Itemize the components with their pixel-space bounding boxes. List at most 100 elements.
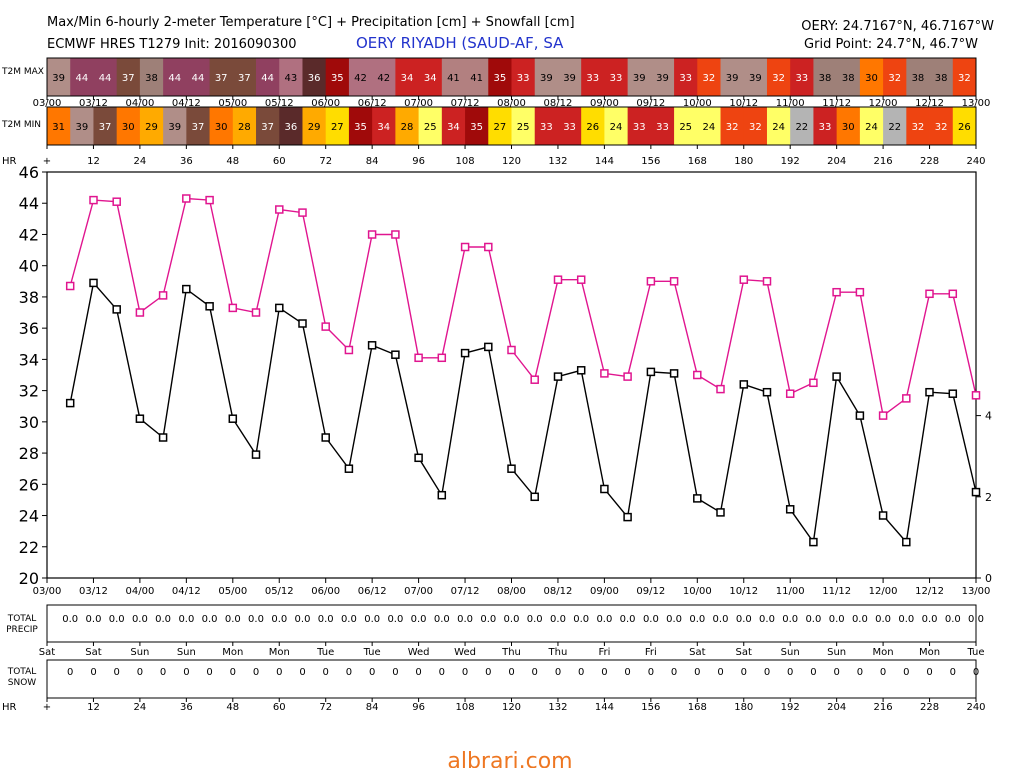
strip-cell [813, 107, 838, 145]
x-tick-label: 08/12 [544, 586, 573, 597]
min-temperature-series-point [182, 284, 191, 294]
strip-cell [859, 58, 884, 96]
snow-value: 0 [810, 667, 816, 678]
strip-tick-label: 11/00 [776, 98, 805, 109]
strip-cell-value: 34 [447, 122, 460, 133]
strip-tick-label: 12 [87, 156, 100, 167]
precip-value: 0.0 [480, 614, 496, 625]
strip-cell-value: 37 [215, 73, 228, 84]
snow-value: 0 [648, 667, 654, 678]
hour-tick-label: 180 [734, 702, 753, 713]
min-temperature-series-point [251, 450, 261, 459]
strip-tick-label: 72 [319, 156, 332, 167]
y-tick-label: 28 [19, 444, 39, 463]
strip-cell [139, 58, 164, 96]
strip-cell [790, 107, 814, 145]
x-tick-label: 10/12 [729, 586, 758, 597]
strip-cell [720, 107, 745, 145]
max-temperature-series-point [298, 208, 307, 217]
precip-value: 0.0 [550, 614, 566, 625]
strip-tick-label: 04/00 [125, 98, 154, 109]
precip-value: 0.0 [643, 614, 659, 625]
strip-tick-label: 96 [412, 156, 425, 167]
snow-value: 0 [764, 667, 770, 678]
x-tick-label: 06/00 [311, 586, 340, 597]
min-temperature-series-point [321, 433, 330, 442]
strip-cell-value: 27 [331, 122, 344, 133]
snow-value: 0 [160, 667, 166, 678]
strip-cell-value: 25 [517, 122, 530, 133]
strip-tick-label: 156 [641, 156, 660, 167]
strip-tick-label: 10/00 [683, 98, 712, 109]
strip-cell [395, 58, 420, 96]
strip-tick-label: 132 [548, 156, 567, 167]
snow-value: 0 [880, 667, 886, 678]
precip-value: 0.0 [132, 614, 148, 625]
min-temperature-series-point [902, 537, 911, 547]
snow-value: 0 [415, 667, 421, 678]
precip-value: 0.0 [248, 614, 264, 625]
strip-tick-label: 06/12 [358, 98, 387, 109]
strip-cell-value: 39 [168, 122, 181, 133]
precip-value: 0.0 [202, 614, 218, 625]
strip-cell-value: 33 [679, 73, 692, 84]
strip-cell [116, 58, 141, 96]
strip-cell-value: 32 [749, 122, 762, 133]
x-tick-label: 06/12 [358, 586, 387, 597]
precipitation-panel: 0.0 0.0 0.0 0.0 0.0 0.0 0.0 0.0 0.0 0.0 0.0 0.0 0.0 0… [39, 604, 985, 658]
strip-cell [836, 58, 861, 96]
hour-tick-label: 12 [87, 702, 100, 713]
strip-tick-label: + [43, 156, 51, 167]
strip-cell-value: 33 [563, 122, 576, 133]
snow-value: 0 [346, 667, 352, 678]
strip-cell-value: 26 [958, 122, 971, 133]
y2-tick-label: 2 [985, 491, 992, 504]
x-tick-label: 03/12 [79, 586, 108, 597]
strip-cell [813, 58, 838, 96]
strip-cell [232, 107, 257, 145]
strip-cell-value: 42 [354, 73, 367, 84]
hour-tick-label: 48 [226, 702, 239, 713]
strip-cell-value: 24 [865, 122, 878, 133]
day-tick-label: Sat [689, 647, 705, 658]
coordinates-label: OERY: 24.7167°N, 46.7167°W [801, 19, 994, 34]
x-tick-label: 08/00 [497, 586, 526, 597]
min-temperature-series-point [739, 380, 749, 389]
hour-tick-label: 108 [456, 702, 475, 713]
min-temperature-series-point [623, 512, 632, 522]
max-temperature-series-point [65, 281, 75, 291]
strip-tick-label: 240 [966, 156, 985, 167]
strip-cell [906, 58, 930, 96]
strip-cell-value: 28 [238, 122, 251, 133]
strip-cell [534, 58, 559, 96]
strip-cell-value: 39 [52, 73, 65, 84]
snow-value: 0 [834, 667, 840, 678]
strip-cell [511, 107, 536, 145]
snow-value: 0 [230, 667, 236, 678]
max-temperature-series-point [437, 353, 447, 363]
min-temperature-series-point [437, 490, 447, 500]
day-tick-label: Fri [645, 647, 657, 658]
max-temperature-series-point [948, 289, 958, 299]
strip-cell [511, 58, 536, 96]
strip-cell [883, 58, 907, 96]
snow-value: 0 [950, 667, 956, 678]
y-tick-label: 22 [19, 538, 39, 557]
strip-cell [465, 107, 489, 145]
min-temperature-series-point [762, 387, 772, 397]
strip-cell-value: 44 [261, 73, 274, 84]
precip-value: 0.0 [922, 614, 938, 625]
strip-cell-value: 25 [679, 122, 692, 133]
strip-cell-value: 33 [819, 122, 832, 133]
strip-tick-label: 03/00 [33, 98, 62, 109]
grid-point-label: Grid Point: 24.7°N, 46.7°W [804, 37, 978, 52]
hour-tick-label: 144 [595, 702, 614, 713]
strip-cell [372, 107, 396, 145]
strip-cell-value: 32 [888, 73, 901, 84]
y-tick-label: 38 [19, 288, 39, 307]
strip-cell [441, 107, 466, 145]
strip-cell-value: 38 [912, 73, 925, 84]
strip-cell [534, 107, 559, 145]
strip-tick-label: 24 [134, 156, 147, 167]
min-temperature-series-point [716, 508, 725, 517]
